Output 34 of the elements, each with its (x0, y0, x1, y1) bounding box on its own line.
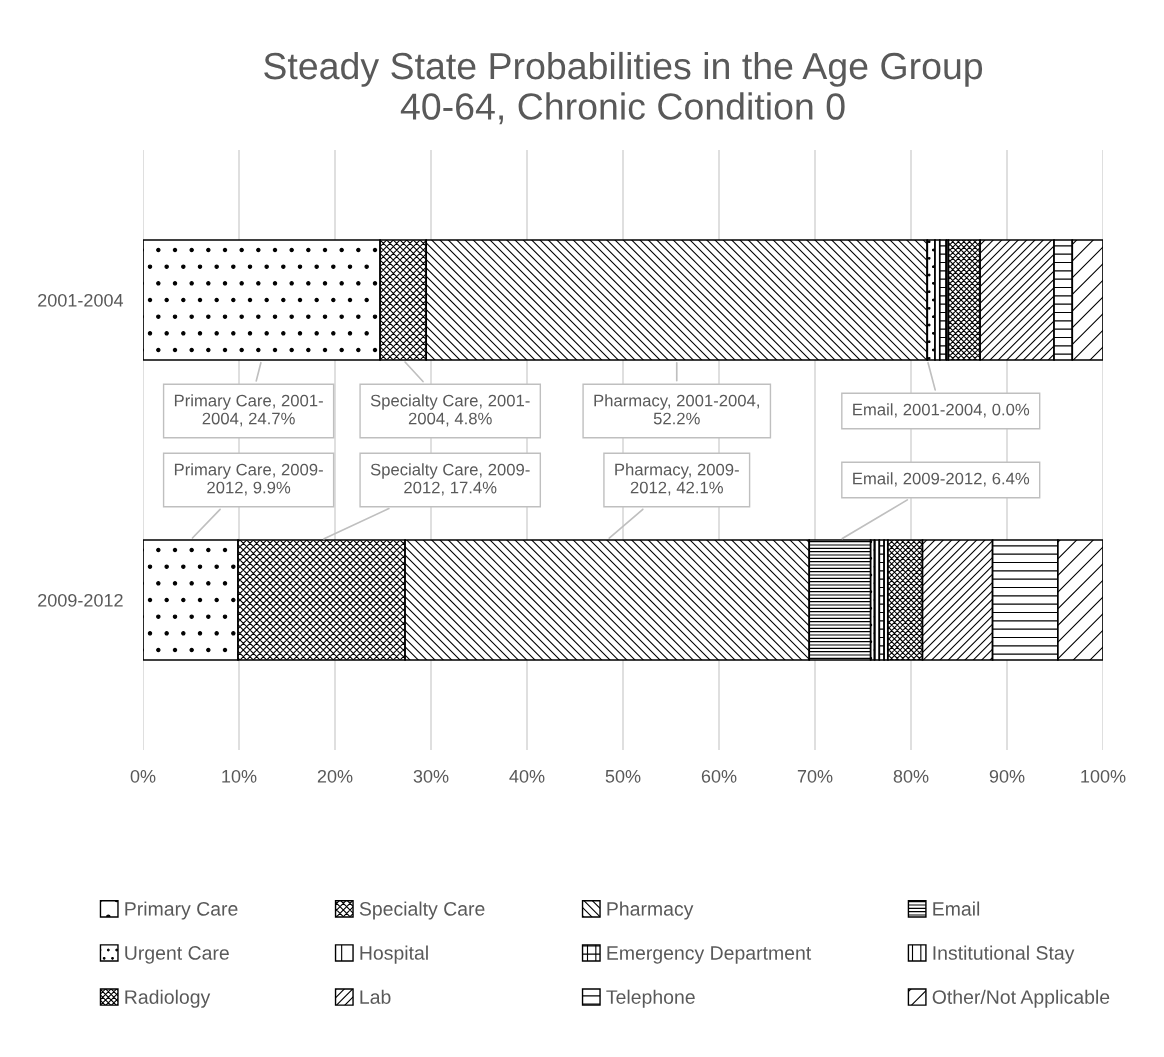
legend-label: Telephone (606, 989, 695, 1008)
legend-label: Emergency Department (607, 946, 812, 964)
data-label: Pharmacy, 2001-2004, 52.2% (594, 394, 759, 425)
y-tick-label: 2001-2004 (38, 293, 124, 307)
legend-label: Urgent Care (125, 946, 229, 964)
legend-label: Other/Not Applicable (932, 989, 1110, 1008)
x-tick-label: 60% (701, 769, 737, 783)
data-label: Email, 2009-2012, 6.4% (853, 472, 1030, 487)
x-tick-label: 100% (1081, 769, 1126, 783)
x-tick-label: 30% (413, 769, 449, 783)
x-tick-label: 70% (797, 769, 833, 783)
legend-label: Institutional Stay (933, 945, 1075, 964)
x-tick-label: 50% (605, 769, 641, 783)
legend-label: Radiology (125, 989, 211, 1008)
legend-label: Email (933, 901, 980, 916)
legend-label: Pharmacy (607, 901, 694, 920)
legend-label: Primary Care (125, 901, 238, 920)
x-tick-label: 20% (317, 769, 353, 783)
legend-label: Hospital (360, 945, 428, 964)
y-tick-label: 2009-2012 (38, 593, 123, 607)
x-tick-label: 0% (130, 769, 156, 783)
x-tick-label: 90% (989, 769, 1025, 783)
x-tick-label: 40% (509, 769, 545, 783)
x-tick-label: 80% (893, 769, 929, 783)
chart-title: Steady State Probabilities in the Age Group 40-64, Chronic Condition 0 (264, 51, 983, 125)
data-label: Specialty Care, 2001- 2004, 4.8% (370, 394, 530, 427)
data-label: Pharmacy, 2009- 2012, 42.1% (615, 463, 739, 496)
legend-label: Specialty Care (359, 901, 485, 920)
legend-label: Lab (360, 989, 391, 1004)
data-label: Primary Care, 2001- 2004, 24.7% (174, 394, 323, 427)
data-label: Specialty Care, 2009- 2012, 17.4% (370, 463, 530, 496)
data-label: Email, 2001-2004, 0.0% (853, 403, 1030, 418)
data-label: Primary Care, 2009- 2012, 9.9% (174, 463, 323, 496)
x-tick-label: 10% (222, 769, 257, 783)
